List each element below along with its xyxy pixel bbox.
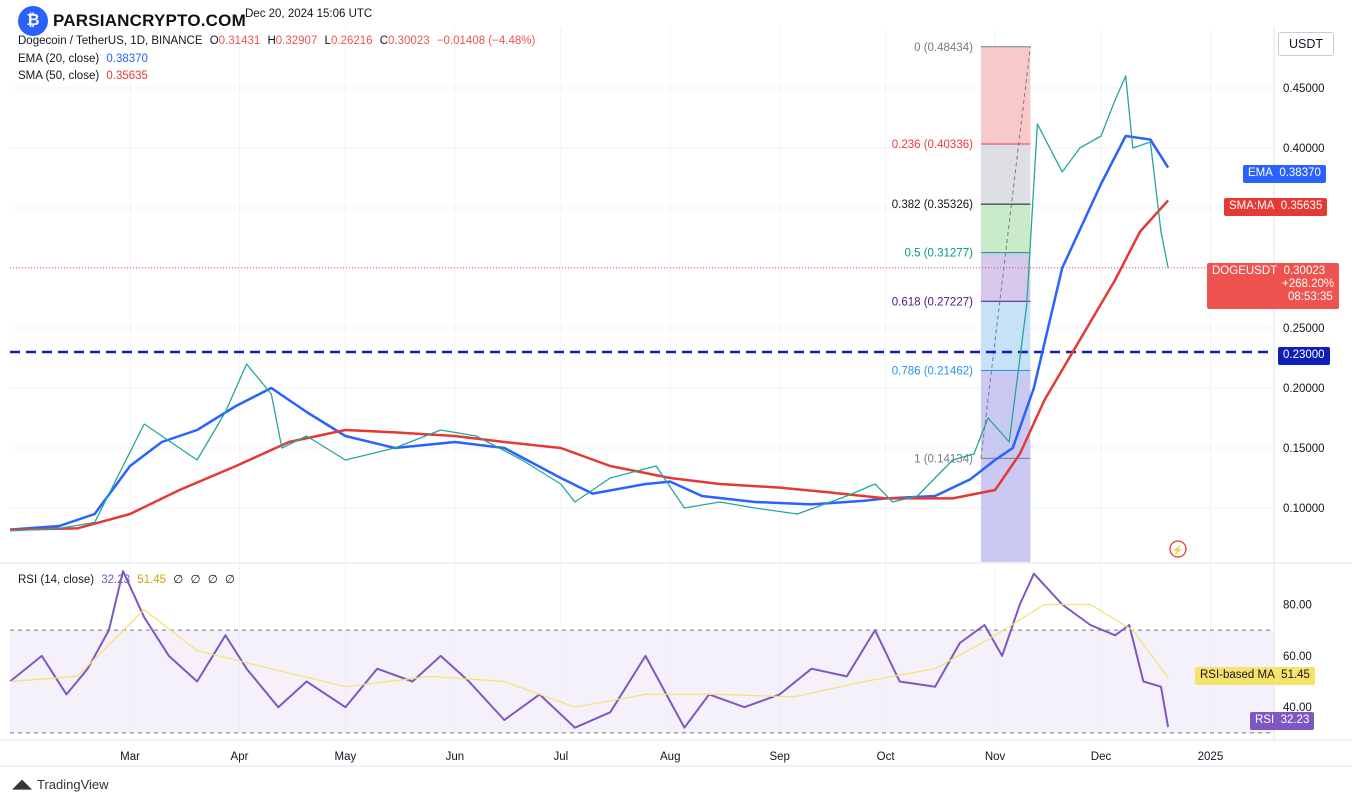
rsi-empty-value: ∅ xyxy=(224,574,235,586)
ema-legend-label: EMA (20, close) xyxy=(18,53,100,65)
fib-zone xyxy=(980,252,1031,302)
fib-zone xyxy=(980,204,1031,253)
x-tick-label: Jul xyxy=(553,751,568,763)
rsi-y-tick-label: 60.00 xyxy=(1283,651,1312,663)
fib-level-label: 0 (0.48434) xyxy=(914,42,973,54)
fib-trend-line xyxy=(980,46,1031,459)
fib-level-label: 0.382 (0.35326) xyxy=(892,199,973,211)
rsi-ma-tag: RSI-based MA 51.45 xyxy=(1195,667,1315,685)
rsi-band-background xyxy=(10,630,1274,733)
fib-zone xyxy=(980,46,1031,144)
ohlc-low: L0.26216 xyxy=(324,35,373,47)
fib-level-label: 0.5 (0.31277) xyxy=(905,248,974,260)
y-tick-label: 0.25000 xyxy=(1283,323,1325,335)
rsi-empty-value: ∅ xyxy=(173,574,184,586)
rsi-legend[interactable]: RSI (14, close) 32.23 51.45 ∅ ∅ ∅ ∅ xyxy=(18,572,239,586)
y-tick-label: 0.45000 xyxy=(1283,83,1325,95)
sma-price-tag: SMA:MA 0.35635 xyxy=(1224,198,1328,216)
rsi-empty-value: ∅ xyxy=(207,574,218,586)
rsi-series-line xyxy=(9,570,1170,729)
x-tick-label: Jun xyxy=(446,751,465,763)
tradingview-branding[interactable]: ◢◣ TradingView xyxy=(12,776,109,792)
symbol-legend[interactable]: Dogecoin / TetherUS, 1D, BINANCE O0.3143… xyxy=(18,35,539,47)
fib-level-label: 0.786 (0.21462) xyxy=(892,365,973,377)
ohlc-close: C0.30023 xyxy=(379,35,430,47)
rsi-tag: RSI 32.23 xyxy=(1250,712,1315,730)
series-line-ema xyxy=(9,134,1170,531)
series-line-sma xyxy=(9,199,1170,531)
x-tick-label: Apr xyxy=(231,751,249,763)
x-tick-label: 2025 xyxy=(1198,751,1224,763)
chart-timestamp: Dec 20, 2024 15:06 UTC xyxy=(245,8,373,20)
x-tick-label: Mar xyxy=(120,751,140,763)
y-tick-label: 0.20000 xyxy=(1283,383,1325,395)
sma-legend-label: SMA (50, close) xyxy=(18,70,100,82)
rsi-y-tick-label: 40.00 xyxy=(1283,702,1312,714)
bitcoin-coin-icon: ₿ xyxy=(18,6,48,36)
ohlc-high: H0.32907 xyxy=(267,35,318,47)
ohlc-open: O0.31431 xyxy=(209,35,261,47)
y-tick-label: 0.10000 xyxy=(1283,503,1325,515)
currency-unit-button[interactable]: USDT xyxy=(1278,32,1334,56)
ema-legend-value: 0.38370 xyxy=(106,53,148,65)
support-price-tag: 0.23000 xyxy=(1278,347,1330,365)
ema-price-tag: EMA 0.38370 xyxy=(1243,165,1326,183)
x-tick-label: Nov xyxy=(985,751,1006,763)
rsi-legend-label: RSI (14, close) xyxy=(18,574,95,586)
y-tick-label: 0.40000 xyxy=(1283,143,1325,155)
alert-bolt-icon xyxy=(1169,540,1187,558)
tradingview-logo-icon: ◢◣ xyxy=(12,776,32,791)
fib-level-label: 0.618 (0.27227) xyxy=(892,296,973,308)
x-tick-label: Sep xyxy=(769,751,789,763)
rsi-empty-value: ∅ xyxy=(190,574,201,586)
x-tick-label: Oct xyxy=(877,751,896,763)
fib-level-label: 0.236 (0.40336) xyxy=(892,139,973,151)
ohlc-change: −0.01408 (−4.48%) xyxy=(436,35,536,47)
sma-legend[interactable]: SMA (50, close) 0.35635 xyxy=(18,70,152,82)
watermark-text: PARSIANCRYPTO.COM xyxy=(53,11,246,30)
rsi-legend-value: 32.23 xyxy=(101,574,131,586)
fib-level-label: 1 (0.14134) xyxy=(914,453,973,465)
symbol-name: Dogecoin / TetherUS, 1D, BINANCE xyxy=(18,35,203,47)
fib-zone xyxy=(980,143,1031,205)
series-line-dogeusdt xyxy=(9,75,1169,532)
alert-bolt-glyph: ⚡ xyxy=(1172,544,1183,556)
watermark-logo: ₿ PARSIANCRYPTO.COM xyxy=(12,4,256,38)
rsi-y-tick-label: 80.00 xyxy=(1283,600,1312,612)
ema-legend[interactable]: EMA (20, close) 0.38370 xyxy=(18,53,152,65)
sma-legend-value: 0.35635 xyxy=(106,70,148,82)
rsi-series-line xyxy=(9,603,1169,708)
x-tick-label: Aug xyxy=(660,751,680,763)
x-tick-label: May xyxy=(335,751,357,763)
fib-zone xyxy=(980,370,1031,459)
rsi-ma-legend-value: 51.45 xyxy=(137,574,167,586)
x-tick-label: Dec xyxy=(1091,751,1112,763)
last-price-tag: DOGEUSDT 0.30023 +268.20% 08:53:35 xyxy=(1207,263,1340,309)
tradingview-brand-text: TradingView xyxy=(37,776,109,792)
y-tick-label: 0.15000 xyxy=(1283,443,1325,455)
